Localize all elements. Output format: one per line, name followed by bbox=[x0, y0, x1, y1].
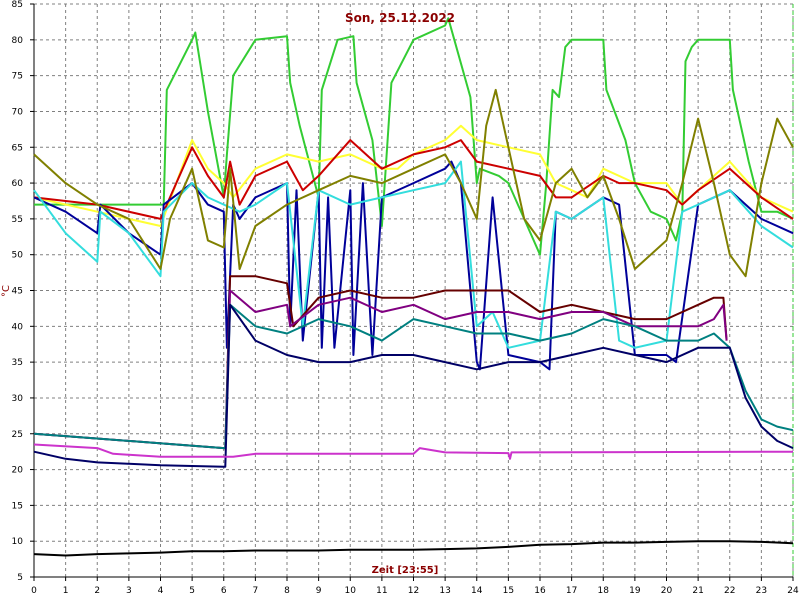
y-tick-label: 60 bbox=[12, 179, 24, 189]
x-tick-label: 19 bbox=[629, 586, 641, 596]
x-tick-label: 5 bbox=[189, 586, 195, 596]
y-tick-label: 80 bbox=[12, 36, 24, 46]
x-tick-label: 6 bbox=[221, 586, 227, 596]
series-line-1 bbox=[34, 17, 794, 256]
y-tick-label: 25 bbox=[12, 430, 23, 440]
x-tick-label: 11 bbox=[376, 586, 387, 596]
y-tick-label: 20 bbox=[12, 466, 24, 476]
x-tick-label: 10 bbox=[345, 586, 357, 596]
x-tick-label: 18 bbox=[598, 586, 610, 596]
x-tick-label: 4 bbox=[158, 586, 164, 596]
data-series bbox=[33, 17, 794, 557]
x-tick-label: 3 bbox=[126, 586, 132, 596]
x-tick-label: 13 bbox=[439, 586, 450, 596]
y-tick-label: 30 bbox=[12, 394, 24, 404]
x-tick-label: 0 bbox=[31, 586, 37, 596]
series-line-4 bbox=[33, 160, 794, 371]
chart-title: Son, 25.12.2022 bbox=[345, 11, 455, 25]
x-tick-label: 24 bbox=[787, 586, 799, 596]
series-line-8 bbox=[33, 289, 728, 450]
series-line-6 bbox=[33, 88, 794, 278]
x-tick-label: 8 bbox=[284, 586, 290, 596]
y-tick-label: 40 bbox=[12, 322, 24, 332]
y-tick-label: 75 bbox=[12, 72, 23, 82]
x-tick-label: 16 bbox=[534, 586, 546, 596]
x-tick-label: 23 bbox=[756, 586, 767, 596]
x-tick-label: 15 bbox=[503, 586, 514, 596]
y-tick-label: 5 bbox=[17, 573, 23, 583]
x-axis-label: Zeit [23:55] bbox=[372, 565, 439, 576]
series-line-3 bbox=[33, 139, 794, 220]
x-tick-label: 1 bbox=[63, 586, 69, 596]
y-tick-label: 65 bbox=[12, 143, 23, 153]
y-tick-label: 70 bbox=[12, 107, 24, 117]
x-tick-label: 20 bbox=[661, 586, 673, 596]
y-tick-label: 50 bbox=[12, 251, 24, 261]
series-line-11 bbox=[33, 443, 794, 460]
tick-labels: 0 1 2 3 4 5 6 7 8 9 10 11 12 13 14 15 16 17 18 19 20 21 22 23 24… bbox=[12, 0, 799, 596]
x-tick-label: 21 bbox=[692, 586, 703, 596]
y-axis-label: °C bbox=[1, 285, 12, 297]
x-tick-label: 17 bbox=[566, 586, 577, 596]
y-tick-label: 85 bbox=[12, 0, 23, 10]
y-tick-label: 45 bbox=[12, 287, 23, 297]
x-tick-label: 14 bbox=[471, 586, 483, 596]
series-line-12 bbox=[33, 540, 794, 557]
y-tick-label: 15 bbox=[12, 501, 23, 511]
x-tick-label: 7 bbox=[253, 586, 259, 596]
y-tick-label: 10 bbox=[12, 537, 24, 547]
x-tick-label: 9 bbox=[316, 586, 322, 596]
x-tick-label: 12 bbox=[408, 586, 419, 596]
y-tick-label: 55 bbox=[12, 215, 23, 225]
x-tick-label: 22 bbox=[724, 586, 735, 596]
series-line-10 bbox=[33, 303, 794, 468]
x-tick-label: 2 bbox=[94, 586, 100, 596]
series-line-5 bbox=[33, 160, 794, 349]
series-line-7 bbox=[33, 275, 728, 450]
axes bbox=[30, 3, 794, 581]
y-tick-label: 35 bbox=[12, 358, 23, 368]
